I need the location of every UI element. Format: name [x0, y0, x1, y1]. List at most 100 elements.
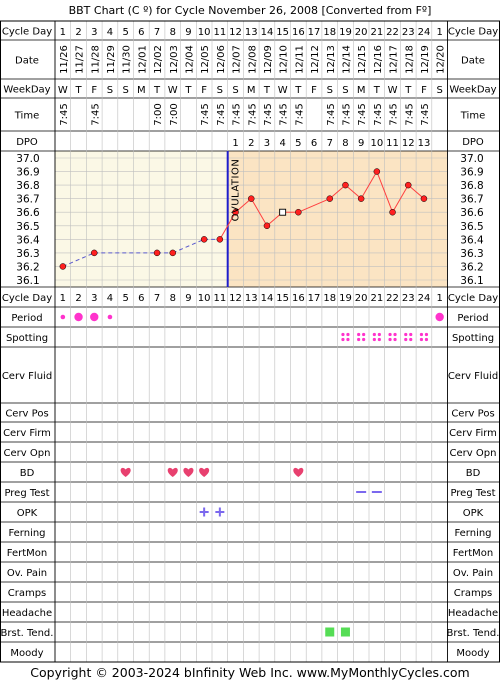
weekday-cell: T: [294, 85, 302, 96]
dpo-cell: 10: [370, 138, 383, 149]
time-cell: 7:45: [59, 103, 70, 125]
temp-point: [169, 249, 176, 257]
weekday-cell: F: [421, 85, 427, 96]
spotting-mark: [346, 332, 350, 337]
y-tick-left: 36.2: [16, 261, 39, 273]
cycle-day-cell: 16: [292, 27, 305, 38]
temp-line-segment: [345, 184, 362, 200]
y-tick-right: 36.1: [460, 275, 483, 287]
weekday-cell: W: [388, 85, 398, 96]
temp-point: [248, 195, 255, 202]
y-tick-left: 36.9: [16, 167, 39, 179]
cycle-day-cell: 1: [60, 293, 66, 304]
weekday-cell: F: [91, 85, 97, 96]
cycle-day-cell: 24: [418, 27, 431, 38]
temp-point: [232, 208, 239, 216]
weekday-cell: S: [327, 85, 333, 96]
row-label-ferning-right: Ferning: [454, 528, 491, 539]
row-label-ferning: Ferning: [8, 528, 45, 539]
weekday-cell: W: [278, 85, 288, 96]
spotting-mark: [372, 332, 376, 337]
date-cell: 12/08: [247, 45, 258, 74]
time-cell: 7:45: [90, 103, 101, 125]
row-label-brst_tend: Brst. Tend.: [1, 628, 54, 639]
row-label-bd-right: BD: [466, 468, 481, 479]
dpo-cell: 2: [248, 138, 254, 149]
temp-point: [342, 181, 349, 189]
cycle-day-cell: 15: [276, 293, 289, 304]
temp-point: [326, 195, 333, 202]
row-label-preg_test-right: Preg Test: [450, 488, 495, 499]
time-cell: 7:45: [263, 103, 274, 125]
date-cell: 12/20: [436, 45, 447, 74]
time-cell: 7:45: [404, 103, 415, 125]
heart-icon: [167, 467, 178, 477]
copyright-footer: Copyright © 2003-2024 bInfinity Web Inc.…: [30, 665, 469, 680]
date-cell: 11/28: [90, 45, 101, 74]
y-tick-right: 37.0: [460, 153, 483, 165]
row-label-cycle_day-right: Cycle Day: [448, 293, 498, 304]
cycle-day-cell: 19: [339, 27, 352, 38]
period-mark: [435, 312, 444, 322]
period-mark: [60, 314, 66, 320]
dpo-cell: 5: [295, 138, 301, 149]
dpo-cell: 1: [232, 138, 238, 149]
weekday-cell: T: [184, 85, 192, 96]
cycle-day-cell: 1: [60, 27, 66, 38]
time-cell: 7:45: [357, 103, 368, 125]
spotting-mark: [409, 332, 413, 337]
date-cell: 12/10: [279, 45, 290, 74]
spotting-mark: [393, 337, 397, 342]
cycle-day-cell: 24: [418, 293, 431, 304]
cycle-day-cell: 18: [323, 293, 336, 304]
cycle-day-cell: 16: [292, 293, 305, 304]
y-tick-right: 36.7: [460, 194, 483, 206]
weekday-cell: M: [247, 85, 256, 96]
y-tick-left: 36.7: [16, 194, 39, 206]
time-cell: 7:45: [232, 103, 243, 125]
spotting-mark: [388, 337, 392, 342]
row-label-cycle_day: Cycle Day: [2, 27, 52, 38]
row-label-fertmon-right: FertMon: [453, 548, 493, 559]
temp-line-segment: [235, 198, 252, 213]
row-label-cerv_fluid: Cerv Fluid: [2, 371, 52, 382]
time-cell: 7:45: [279, 103, 290, 125]
weekday-cell: F: [311, 85, 317, 96]
cycle-day-cell: 21: [370, 293, 383, 304]
spotting-mark: [346, 337, 350, 342]
dpo-cell: 11: [386, 138, 399, 149]
weekday-cell: T: [263, 85, 271, 96]
row-label-spotting-right: Spotting: [452, 333, 494, 344]
time-cell: 7:45: [326, 103, 337, 125]
cycle-day-cell: 22: [386, 27, 399, 38]
pre-ovulation-bg: [55, 151, 228, 287]
date-cell: 12/06: [216, 45, 227, 74]
spotting-mark: [341, 332, 345, 337]
weekday-cell: T: [74, 85, 82, 96]
cycle-day-cell: 1: [436, 293, 442, 304]
spotting-mark: [341, 337, 345, 342]
date-cell: 12/15: [357, 45, 368, 74]
cycle-day-cell: 8: [170, 293, 176, 304]
temp-line-segment: [329, 184, 346, 200]
y-tick-right: 36.9: [460, 167, 483, 179]
row-label-cycle_day: Cycle Day: [2, 293, 52, 304]
row-label-ov_pain: Ov. Pain: [7, 568, 47, 579]
date-cell: 12/02: [153, 45, 164, 74]
temp-point: [405, 181, 412, 189]
row-label-cerv_pos: Cerv Pos: [5, 409, 48, 420]
cycle-day-cell: 12: [229, 27, 242, 38]
temp-point: [59, 263, 67, 270]
temp-line-segment: [219, 211, 236, 240]
row-label-time: Time: [14, 111, 39, 122]
spotting-mark: [388, 332, 392, 337]
temp-point: [263, 222, 271, 230]
cycle-day-cell: 20: [355, 27, 368, 38]
period-mark: [90, 312, 99, 322]
temp-point: [389, 208, 396, 216]
cycle-day-cell: 3: [91, 27, 97, 38]
temp-point: [91, 249, 98, 257]
row-label-cerv_pos-right: Cerv Pos: [451, 409, 494, 420]
dpo-cell: 7: [327, 138, 333, 149]
